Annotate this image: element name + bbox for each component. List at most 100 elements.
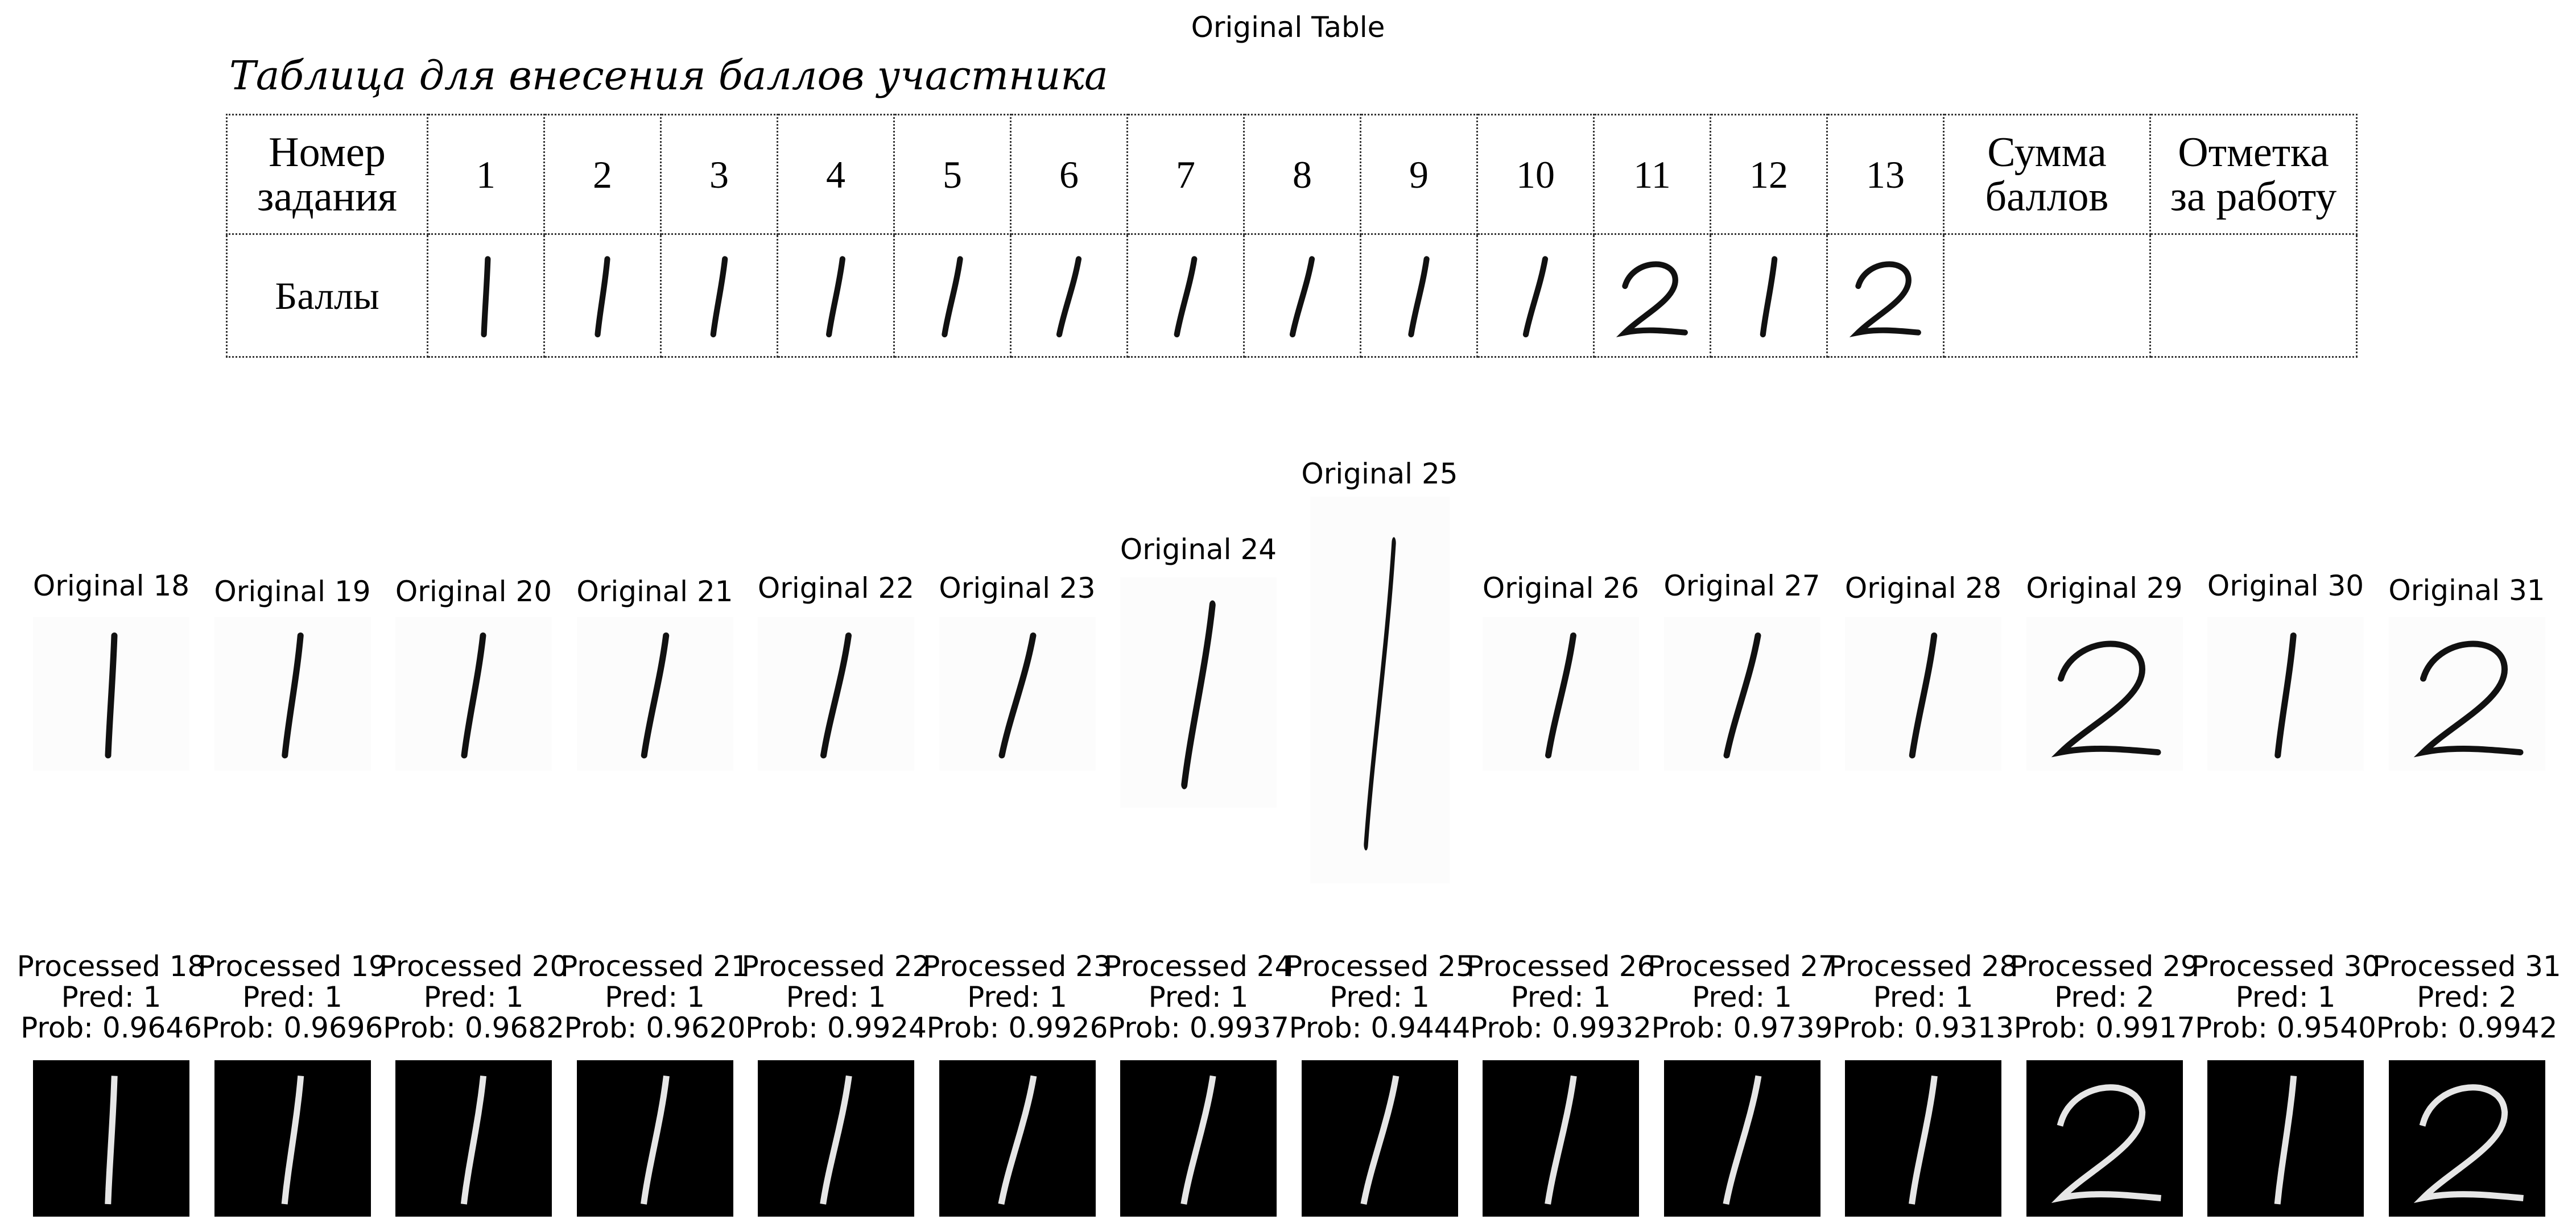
original-crop-label: Original 29 [2026,572,2183,605]
mark-header: Отметка за работу [2149,114,2358,235]
digit-1-stroke [1363,537,1396,851]
handwritten-digit-2 [1849,261,1921,337]
original-crop-label: Original 22 [757,572,915,605]
table-caption: Таблица для внесения баллов участника [229,52,1108,99]
processed-crop-caption: Processed 29 Pred: 2 Prob: 0.9917 [2001,951,2208,1043]
original-crop-image [2388,617,2545,771]
handwritten-digit-1 [595,255,610,337]
processed-crop-caption: Processed 23 Pred: 1 Prob: 0.9926 [914,951,1121,1043]
scores-row-header: Баллы [226,233,428,358]
processed-label: Processed 27 [1648,950,1836,983]
processed-pred: Pred: 1 [423,981,524,1014]
task-number-cell: 3 [660,114,778,235]
processed-crop-caption: Processed 24 Pred: 1 Prob: 0.9937 [1095,951,1302,1043]
processed-label: Processed 19 [198,950,387,983]
processed-digit-2 [2413,1084,2524,1203]
handwritten-digit-1 [1174,255,1198,337]
processed-label: Processed 22 [741,950,931,983]
processed-prob: Prob: 0.9620 [564,1011,746,1044]
digit-1-stroke [1181,600,1216,789]
original-crop-image [395,617,552,771]
handwritten-digit-1 [1408,255,1430,337]
task-number-cell: 10 [1476,114,1595,235]
original-crop-image [2026,617,2183,771]
scanned-score-table: Таблица для внесения баллов участника Но… [219,50,2361,371]
original-crop-label: Original 28 [1844,572,2002,605]
processed-crop-caption: Processed 21 Pred: 1 Prob: 0.9620 [551,951,759,1043]
original-crop-image [33,617,189,771]
task-number-header: Номер задания [226,114,428,235]
processed-crop-image [939,1060,1096,1217]
handwritten-score-cell [427,233,545,358]
handwritten-score-cell [1126,233,1245,358]
processed-crop-image [2026,1060,2183,1217]
processed-crop-image [1120,1060,1277,1217]
processed-pred: Pred: 1 [1692,981,1792,1014]
original-crop-image [576,617,733,771]
handwritten-digit-1 [481,255,491,337]
original-crop-image [939,617,1096,771]
processed-pred: Pred: 1 [1873,981,1974,1014]
processed-crop-caption: Processed 26 Pred: 1 Prob: 0.9932 [1457,951,1665,1043]
processed-label: Processed 18 [16,950,206,983]
processed-crop-caption: Processed 31 Pred: 2 Prob: 0.9942 [2363,951,2571,1043]
original-crop-label: Original 26 [1482,572,1640,605]
processed-label: Processed 29 [2010,950,2199,983]
handwritten-score-cell [1710,233,1828,358]
task-number-cell: 4 [777,114,895,235]
handwritten-digit-1 [826,255,845,337]
processed-crop-image [1845,1060,2001,1217]
processed-digit-1 [460,1075,487,1205]
handwritten-score-cell [893,233,1012,358]
original-crop-image [2207,617,2364,771]
sum-header-line: Сумма [1987,129,2107,176]
processed-crop-caption: Processed 18 Pred: 1 Prob: 0.9646 [7,951,215,1043]
digit-1-stroke [641,632,669,759]
processed-digit-1 [1545,1075,1577,1205]
task-number-cell: 11 [1593,114,1711,235]
processed-label: Processed 25 [1285,950,1474,983]
task-number-cell: 2 [543,114,662,235]
processed-digit-1 [1909,1075,1938,1205]
handwritten-score-cell [1243,233,1361,358]
task-number-cell: 6 [1010,114,1128,235]
processed-crop-image [2388,1060,2545,1217]
handwritten-digit-1 [1522,255,1549,337]
processed-pred: Pred: 2 [2417,981,2517,1014]
processed-digit-1 [105,1076,118,1205]
original-crop-label: Original 20 [395,575,552,608]
processed-label: Processed 30 [2191,950,2380,983]
processed-prob: Prob: 0.9739 [1651,1011,1833,1044]
processed-digit-1 [1180,1075,1216,1205]
handwritten-digit-2 [1616,261,1688,337]
processed-prob: Prob: 0.9540 [2195,1011,2376,1044]
processed-pred: Pred: 1 [967,981,1067,1014]
original-crop-label: Original 27 [1663,569,1820,602]
original-crop-image [1845,617,2001,771]
processed-prob: Prob: 0.9937 [1108,1011,1289,1044]
task-number-cell: 12 [1710,114,1828,235]
task-number-cell: 7 [1126,114,1245,235]
processed-crop-caption: Processed 27 Pred: 1 Prob: 0.9739 [1638,951,1846,1043]
handwritten-score-cell [1360,233,1478,358]
original-crop-image [1663,617,1820,771]
mark-empty-cell [2149,233,2358,358]
processed-prob: Prob: 0.9646 [20,1011,202,1044]
processed-crop-image [1663,1060,1820,1217]
original-crop-label: Original 18 [32,569,190,602]
task-number-header-line: Номер [269,129,386,176]
digit-1-stroke [820,632,852,759]
processed-digit-1 [1723,1075,1761,1205]
original-crop-image [1310,497,1450,883]
handwritten-digit-1 [1760,255,1778,337]
handwritten-digit-1 [942,255,963,337]
processed-crop-caption: Processed 28 Pred: 1 Prob: 0.9313 [1819,951,2027,1043]
original-crop-label: Original 23 [939,572,1096,605]
processed-digit-2 [2051,1084,2161,1203]
handwritten-score-cell [1476,233,1595,358]
processed-digit-1 [820,1075,852,1205]
original-crop-label: Original 25 [1301,457,1458,490]
processed-pred: Pred: 1 [1510,981,1611,1014]
processed-pred: Pred: 1 [786,981,886,1014]
processed-crop-image [214,1060,371,1217]
